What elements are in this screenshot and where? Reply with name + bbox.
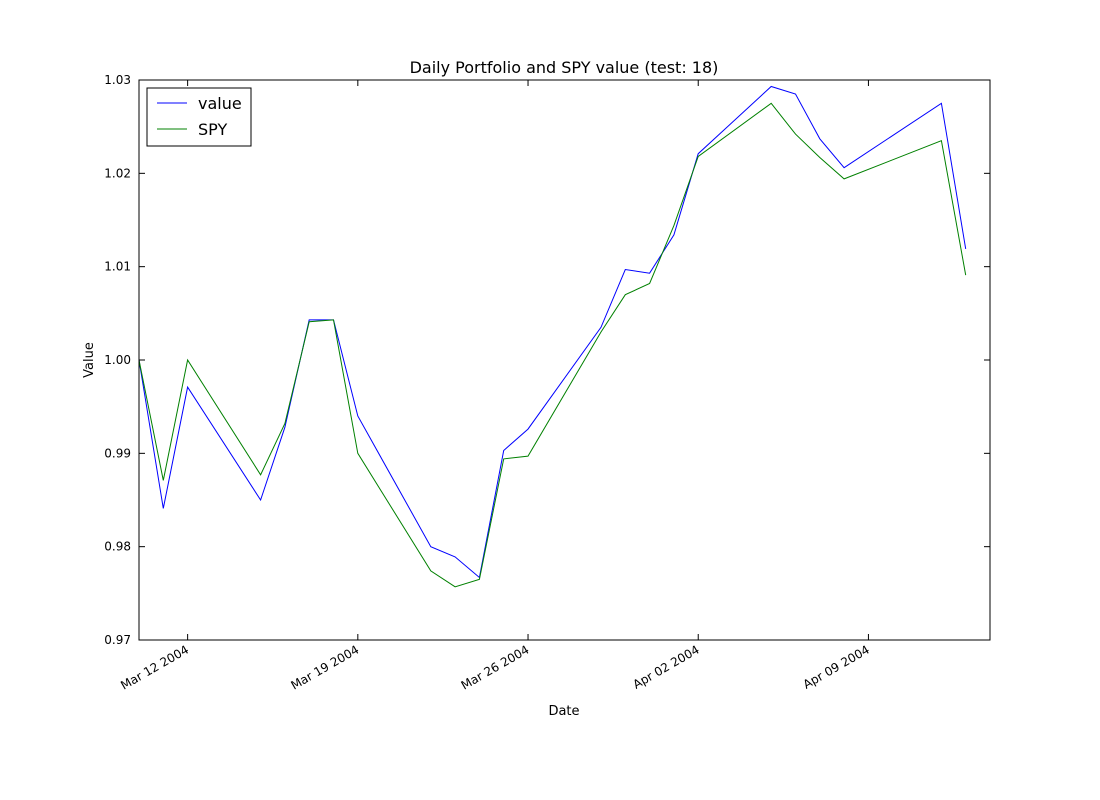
x-tick-label: Apr 02 2004	[630, 642, 701, 691]
x-tick-label: Mar 19 2004	[288, 642, 361, 692]
y-axis-label: Value	[82, 342, 97, 378]
y-tick-label: 0.99	[104, 446, 131, 460]
y-tick-label: 0.97	[104, 633, 131, 647]
y-tick-label: 0.98	[104, 540, 131, 554]
chart-title: Daily Portfolio and SPY value (test: 18)	[410, 58, 719, 77]
y-tick-label: 1.03	[104, 73, 131, 87]
y-tick-label: 1.02	[104, 166, 131, 180]
x-tick-label: Mar 26 2004	[459, 642, 532, 692]
legend-box	[146, 87, 252, 147]
legend-label-value: value	[198, 94, 242, 113]
y-tick-label: 1.01	[104, 260, 131, 274]
axis-ticks: 0.97 0.98 0.99 1.00 1.01 1.02 1.03 Mar 12 2004 M…	[104, 73, 990, 693]
x-tick-label: Mar 12 2004	[118, 642, 191, 692]
plot-lines	[138, 85, 967, 588]
x-axis-label: Date	[548, 704, 579, 719]
series-line-spy	[138, 102, 967, 588]
series-line-value	[138, 85, 967, 579]
x-tick-label: Apr 09 2004	[801, 642, 872, 691]
legend: value SPY	[146, 87, 252, 147]
plot-frame	[138, 79, 991, 641]
legend-label-spy: SPY	[198, 120, 227, 139]
y-tick-label: 1.00	[104, 353, 131, 367]
